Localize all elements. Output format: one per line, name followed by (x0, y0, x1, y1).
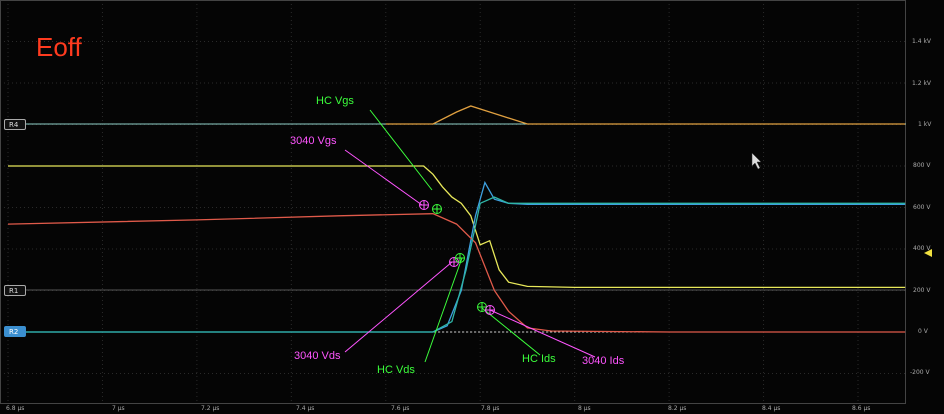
y-tick-label: 1.4 kV (912, 38, 932, 45)
y-tick-label: 0 V (918, 328, 928, 335)
cursor-marker (485, 305, 495, 315)
x-tick-label: 7 µs (112, 405, 125, 412)
annotation-3040-vgs: 3040 Vgs (290, 135, 337, 147)
chart-title: Eoff (36, 32, 82, 62)
ref-tag-r2[interactable]: R2 (4, 326, 26, 337)
series-line-blue (8, 180, 906, 333)
annotation-3040-vds: 3040 Vds (294, 350, 341, 362)
series-line-teal (8, 196, 906, 333)
ref-tag-r4[interactable]: R4 (4, 119, 26, 130)
x-tick-label: 7.4 µs (296, 405, 315, 412)
x-tick-label: 8 µs (578, 405, 591, 412)
ref-tag-r1[interactable]: R1 (4, 285, 26, 296)
annotation-hc-vds: HC Vds (377, 364, 415, 376)
annotation-leader-line (481, 307, 541, 356)
x-tick-label: 8.2 µs (668, 405, 687, 412)
series-line-red (7, 213, 906, 333)
mouse-cursor-icon (751, 152, 762, 170)
grid (0, 0, 906, 404)
x-tick-label: 8.4 µs (762, 405, 781, 412)
annotation-leader-line (344, 261, 453, 353)
x-tick-label: 7.8 µs (481, 405, 500, 412)
x-tick-label: 6.8 µs (6, 405, 25, 412)
annotation-leader-line (369, 109, 433, 191)
y-tick-label: 400 V (913, 245, 931, 252)
annotation-hc-ids: HC Ids (522, 353, 556, 365)
x-tick-label: 7.6 µs (391, 405, 410, 412)
annotation-leader-line (344, 149, 423, 206)
annotation-3040-ids: 3040 Ids (582, 355, 625, 367)
series-line-yellow (8, 165, 906, 289)
cursor-marker (419, 200, 429, 210)
cursor-marker (455, 253, 465, 263)
annotation-hc-vgs: HC Vgs (316, 95, 354, 107)
series-line-orange_bump (385, 105, 906, 125)
annotation-leader-line (489, 309, 596, 358)
plot-border (0, 0, 906, 404)
x-tick-label: 8.6 µs (852, 405, 871, 412)
annotation-leader-line (424, 257, 463, 363)
trigger-level-marker[interactable] (924, 249, 932, 257)
y-tick-label: -200 V (910, 369, 930, 376)
cursor-marker (432, 204, 442, 214)
y-tick-label: 200 V (913, 287, 931, 294)
y-tick-label: 1.2 kV (912, 80, 932, 87)
y-tick-label: 800 V (913, 162, 931, 169)
y-tick-label: 1 kV (918, 121, 932, 128)
y-tick-label: 600 V (913, 204, 931, 211)
x-tick-label: 7.2 µs (201, 405, 220, 412)
